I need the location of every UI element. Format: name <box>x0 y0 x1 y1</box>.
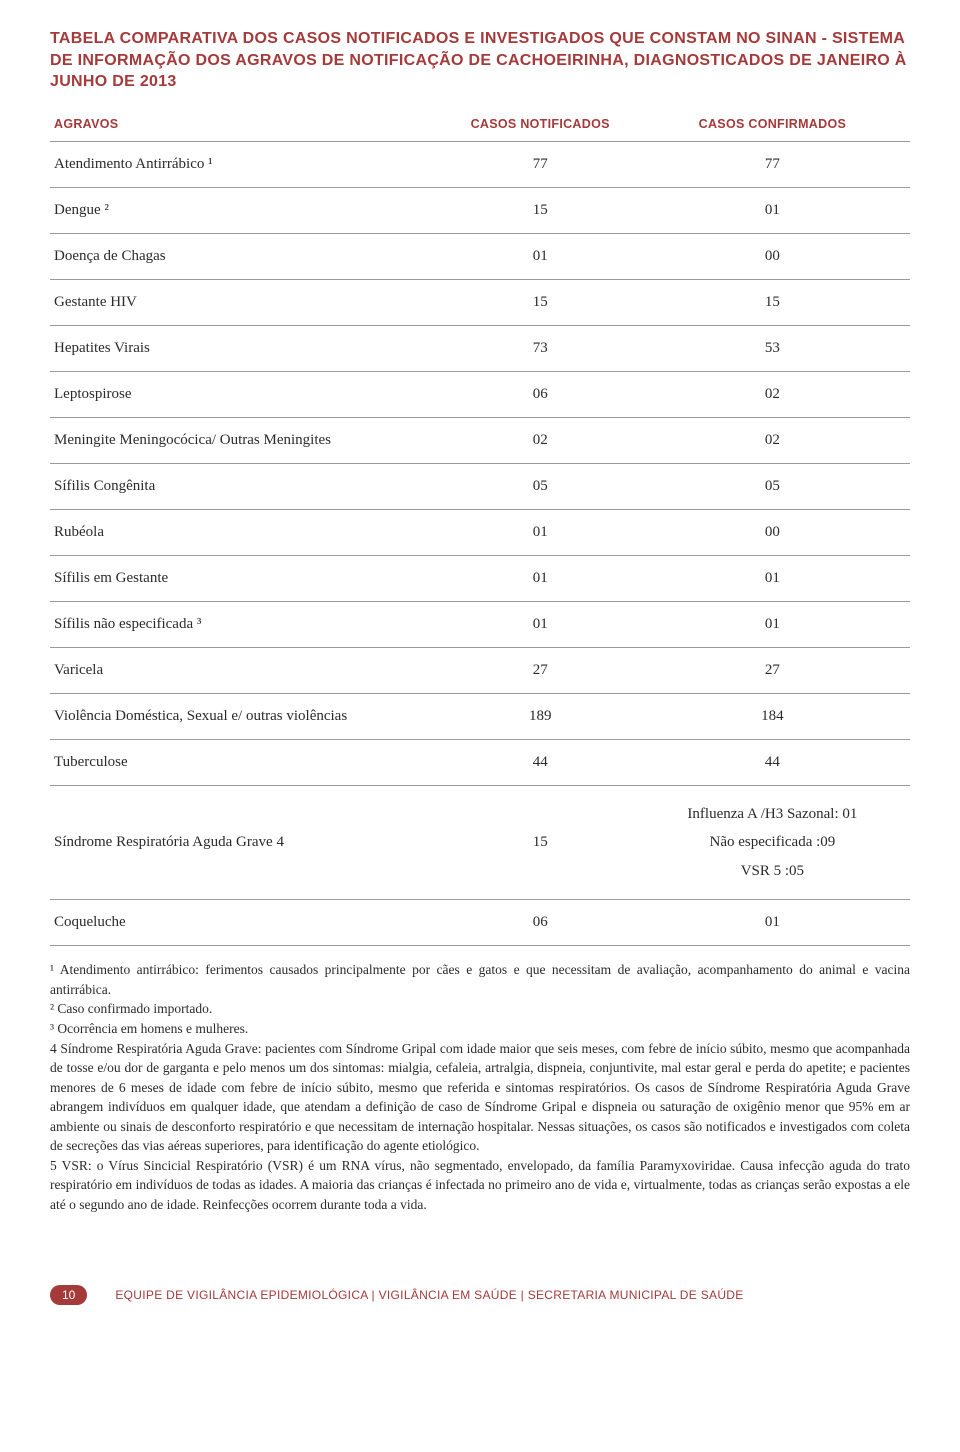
footnote-line: ² Caso confirmado importado. <box>50 999 910 1019</box>
page-number-pill: 10 <box>50 1285 87 1305</box>
table-row: Rubéola0100 <box>50 509 910 555</box>
comparativa-table: AGRAVOS CASOS NOTIFICADOS CASOS CONFIRMA… <box>50 111 910 947</box>
col-header-notificados: CASOS NOTIFICADOS <box>446 111 635 142</box>
cell-confirmados: 01 <box>635 601 910 647</box>
cell-confirmados: 15 <box>635 279 910 325</box>
cell-notificados: 15 <box>446 279 635 325</box>
cell-confirmados: 01 <box>635 187 910 233</box>
table-row: Hepatites Virais7353 <box>50 325 910 371</box>
table-row: Tuberculose4444 <box>50 739 910 785</box>
cell-confirmados: Influenza A /H3 Sazonal: 01Não especific… <box>635 785 910 900</box>
col-header-confirmados: CASOS CONFIRMADOS <box>635 111 910 142</box>
cell-agravo: Síndrome Respiratória Aguda Grave 4 <box>50 785 446 900</box>
cell-agravo: Doença de Chagas <box>50 233 446 279</box>
footnote-line: 5 VSR: o Vírus Sincicial Respiratório (V… <box>50 1156 910 1215</box>
footnotes: ¹ Atendimento antirrábico: ferimentos ca… <box>50 960 910 1214</box>
cell-notificados: 77 <box>446 141 635 187</box>
cell-notificados: 06 <box>446 900 635 946</box>
cell-notificados: 05 <box>446 463 635 509</box>
cell-agravo: Leptospirose <box>50 371 446 417</box>
cell-confirmados: 27 <box>635 647 910 693</box>
cell-agravo: Hepatites Virais <box>50 325 446 371</box>
col-header-agravos: AGRAVOS <box>50 111 446 142</box>
cell-notificados: 15 <box>446 785 635 900</box>
footnote-line: ¹ Atendimento antirrábico: ferimentos ca… <box>50 960 910 999</box>
table-row: Leptospirose0602 <box>50 371 910 417</box>
page-title: TABELA COMPARATIVA DOS CASOS NOTIFICADOS… <box>50 28 910 93</box>
table-row: Síndrome Respiratória Aguda Grave 415Inf… <box>50 785 910 900</box>
cell-notificados: 01 <box>446 601 635 647</box>
table-row: Meningite Meningocócica/ Outras Meningit… <box>50 417 910 463</box>
table-row: Atendimento Antirrábico ¹7777 <box>50 141 910 187</box>
cell-agravo: Sífilis Congênita <box>50 463 446 509</box>
cell-confirmados: 01 <box>635 555 910 601</box>
cell-confirmados: 44 <box>635 739 910 785</box>
cell-confirmados-line: Influenza A /H3 Sazonal: 01 <box>639 800 906 829</box>
cell-notificados: 06 <box>446 371 635 417</box>
cell-confirmados: 00 <box>635 509 910 555</box>
cell-confirmados: 184 <box>635 693 910 739</box>
cell-agravo: Sífilis não especificada ³ <box>50 601 446 647</box>
cell-agravo: Atendimento Antirrábico ¹ <box>50 141 446 187</box>
cell-confirmados: 02 <box>635 371 910 417</box>
footer-text: EQUIPE DE VIGILÂNCIA EPIDEMIOLÓGICA | VI… <box>115 1288 743 1302</box>
cell-agravo: Violência Doméstica, Sexual e/ outras vi… <box>50 693 446 739</box>
table-row: Dengue ²1501 <box>50 187 910 233</box>
cell-agravo: Tuberculose <box>50 739 446 785</box>
table-header-row: AGRAVOS CASOS NOTIFICADOS CASOS CONFIRMA… <box>50 111 910 142</box>
table-row: Coqueluche0601 <box>50 900 910 946</box>
cell-notificados: 189 <box>446 693 635 739</box>
cell-agravo: Sífilis em Gestante <box>50 555 446 601</box>
table-row: Sífilis Congênita0505 <box>50 463 910 509</box>
table-row: Sífilis não especificada ³0101 <box>50 601 910 647</box>
cell-notificados: 02 <box>446 417 635 463</box>
cell-notificados: 01 <box>446 233 635 279</box>
table-row: Gestante HIV1515 <box>50 279 910 325</box>
cell-confirmados-line: Não especificada :09 <box>639 828 906 857</box>
cell-confirmados: 00 <box>635 233 910 279</box>
cell-notificados: 73 <box>446 325 635 371</box>
cell-agravo: Gestante HIV <box>50 279 446 325</box>
cell-agravo: Coqueluche <box>50 900 446 946</box>
cell-notificados: 01 <box>446 509 635 555</box>
cell-confirmados: 02 <box>635 417 910 463</box>
cell-agravo: Dengue ² <box>50 187 446 233</box>
cell-confirmados: 05 <box>635 463 910 509</box>
cell-confirmados-line: VSR 5 :05 <box>639 857 906 886</box>
cell-agravo: Meningite Meningocócica/ Outras Meningit… <box>50 417 446 463</box>
cell-notificados: 27 <box>446 647 635 693</box>
page-footer: 10 EQUIPE DE VIGILÂNCIA EPIDEMIOLÓGICA |… <box>50 1285 910 1305</box>
table-row: Violência Doméstica, Sexual e/ outras vi… <box>50 693 910 739</box>
footnote-line: 4 Síndrome Respiratória Aguda Grave: pac… <box>50 1039 910 1156</box>
cell-agravo: Rubéola <box>50 509 446 555</box>
table-row: Varicela2727 <box>50 647 910 693</box>
cell-agravo: Varicela <box>50 647 446 693</box>
cell-confirmados: 77 <box>635 141 910 187</box>
cell-notificados: 15 <box>446 187 635 233</box>
cell-confirmados: 53 <box>635 325 910 371</box>
table-row: Sífilis em Gestante0101 <box>50 555 910 601</box>
table-row: Doença de Chagas0100 <box>50 233 910 279</box>
cell-confirmados: 01 <box>635 900 910 946</box>
footnote-line: ³ Ocorrência em homens e mulheres. <box>50 1019 910 1039</box>
cell-notificados: 44 <box>446 739 635 785</box>
cell-notificados: 01 <box>446 555 635 601</box>
